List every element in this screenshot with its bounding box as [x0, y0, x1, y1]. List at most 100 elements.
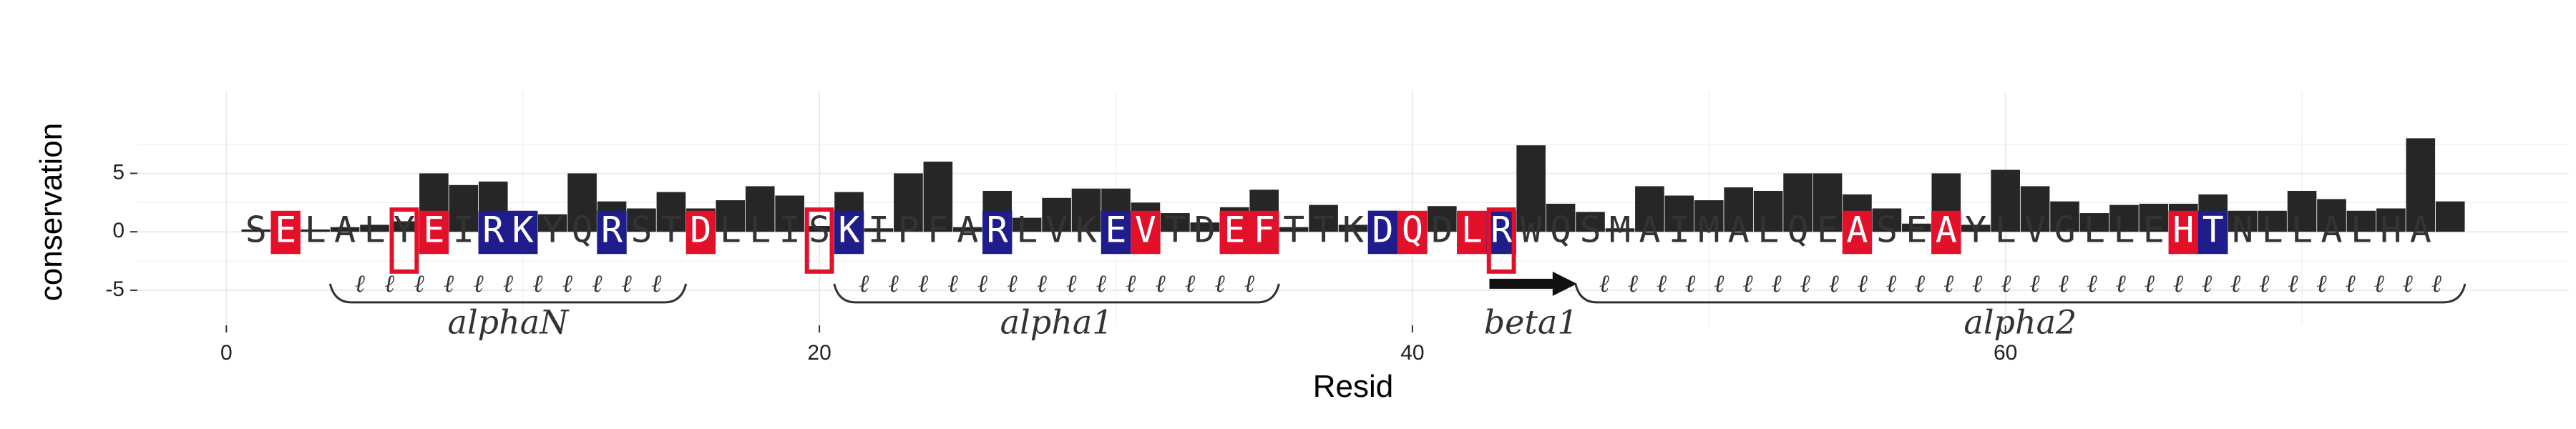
residue-letter: L: [2113, 209, 2135, 251]
residue-highlight: [1131, 210, 1161, 255]
conservation-bar: [745, 186, 775, 232]
residue-letter: A: [957, 209, 978, 251]
residue-letter: D: [690, 209, 711, 251]
helix-turn: ℓ: [1037, 270, 1047, 298]
helix-turn: ℓ: [622, 270, 632, 298]
helix-turn: ℓ: [2230, 270, 2240, 298]
residue-letter: I: [779, 209, 801, 251]
conservation-bar: [330, 227, 360, 232]
residue-letter: T: [1164, 209, 1186, 251]
x-tick-label: 40: [1400, 341, 1424, 365]
conservation-bar: [1546, 203, 1576, 232]
helix-turn: ℓ: [1915, 270, 1925, 298]
helix-turn: ℓ: [1628, 270, 1638, 298]
residue-letter: P: [897, 209, 919, 251]
conservation-bar: [1338, 225, 1368, 232]
boxed-residue-marker: [804, 207, 834, 274]
secondary-structure-label: beta1: [1484, 302, 1579, 341]
helix-turn: ℓ: [2374, 270, 2384, 298]
residue-letter: T: [1283, 209, 1304, 251]
conservation-bar: [1635, 186, 1664, 232]
residue-highlight: [1457, 210, 1487, 255]
residue-letter: S: [809, 209, 830, 251]
helix-turn: ℓ: [2058, 270, 2068, 298]
residue-letter: L: [749, 209, 771, 251]
helix-turn: ℓ: [532, 270, 542, 298]
helix-turn: ℓ: [1886, 270, 1896, 298]
residue-highlight: [1931, 210, 1961, 255]
helix-turn: ℓ: [562, 270, 572, 298]
y-axis-title: conservation: [34, 123, 69, 301]
residue-letter: A: [334, 209, 356, 251]
conservation-bar: [1428, 206, 1457, 232]
residue-highlight: [507, 210, 538, 255]
residue-highlight: [419, 210, 449, 255]
residue-letter: R: [482, 209, 504, 251]
residue-letter: Q: [1550, 209, 1571, 251]
helix-turn: ℓ: [2431, 270, 2441, 298]
conservation-bar: [1783, 173, 1813, 232]
conservation-bar: [1991, 169, 2020, 232]
helix-turn: ℓ: [651, 270, 661, 298]
x-tick-label: 60: [1994, 341, 2017, 365]
helix-turn: ℓ: [503, 270, 513, 298]
residue-letter: A: [1639, 209, 1660, 251]
residue-letter: A: [1728, 209, 1750, 251]
conservation-bar: [2406, 138, 2436, 232]
conservation-bar: [2228, 210, 2258, 232]
residue-letter: E: [1105, 209, 1126, 251]
secondary-structure-label: alphaN: [448, 302, 570, 341]
helix-turn: ℓ: [1742, 270, 1752, 298]
conservation-bar: [2346, 210, 2376, 232]
axes: 0 20 40 60 5 0 -5 Resid conservation: [34, 123, 2017, 404]
helix-turn: ℓ: [1771, 270, 1781, 298]
helix-turn: ℓ: [592, 270, 602, 298]
residue-letter: E: [1906, 209, 1927, 251]
residue-letter: E: [423, 209, 444, 251]
conservation-bar: [1309, 204, 1338, 232]
helix-turn: ℓ: [414, 270, 424, 298]
residue-letter: A: [2410, 209, 2431, 251]
residue-highlight: [1367, 210, 1398, 255]
residue-letter: L: [1995, 209, 2016, 251]
residue-letter: M: [1609, 209, 1631, 251]
residue-letter: T: [1313, 209, 1335, 251]
strand-arrow: [1489, 271, 1577, 296]
helix-turn: ℓ: [1214, 270, 1224, 298]
residue-letter: N: [2232, 209, 2253, 251]
helix-turn: ℓ: [1156, 270, 1166, 298]
conservation-bar: [1724, 187, 1754, 232]
helix-turn: ℓ: [2116, 270, 2126, 298]
x-tick-label: 0: [220, 341, 233, 365]
residue-letter: Y: [1965, 209, 1986, 251]
conservation-bar: [1664, 195, 1694, 232]
conservation-bar: [864, 228, 894, 232]
x-tick-label: 20: [807, 341, 831, 365]
helix-turn: ℓ: [1185, 270, 1195, 298]
helix-turn: ℓ: [1829, 270, 1839, 298]
residue-letter: V: [1135, 209, 1156, 251]
conservation-bar: [804, 226, 834, 232]
residue-letter: S: [1876, 209, 1898, 251]
residue-highlight: [2168, 210, 2199, 255]
residue-highlight: [1249, 210, 1279, 255]
conservation-bar: [567, 173, 597, 232]
residue-letter: L: [1016, 209, 1038, 251]
conservation-bar: [952, 227, 982, 232]
conservation-bar: [1605, 228, 1635, 232]
residue-letter: K: [838, 209, 859, 251]
helix-turn: ℓ: [1599, 270, 1609, 298]
helix-turn: ℓ: [1943, 270, 1953, 298]
helix-turn: ℓ: [1007, 270, 1017, 298]
conservation-bar: [1042, 197, 1071, 232]
helix-turn: ℓ: [1858, 270, 1868, 298]
residue-highlight: [597, 210, 627, 255]
residue-letter: D: [1372, 209, 1393, 251]
residue-highlight: [1219, 210, 1249, 255]
residue-letter: G: [2054, 209, 2075, 251]
residue-letter: Q: [1787, 209, 1809, 251]
helix-brace: [833, 283, 1280, 304]
residue-letter: L: [2291, 209, 2313, 251]
residue-highlight: [1842, 210, 1873, 255]
